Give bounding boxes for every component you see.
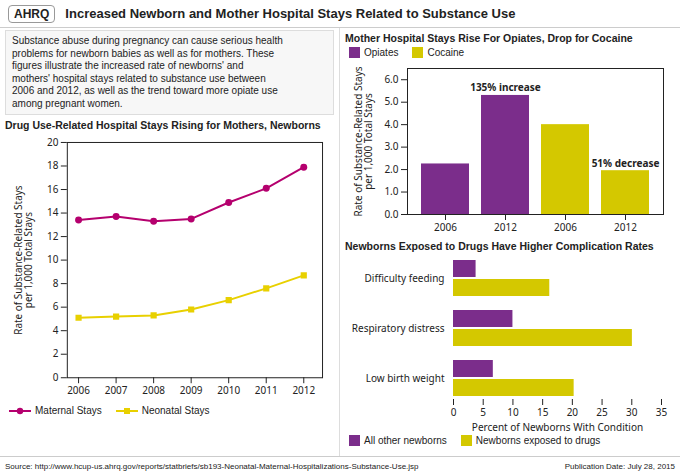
- svg-text:3.0: 3.0: [384, 139, 398, 153]
- svg-text:51% decrease: 51% decrease: [592, 156, 660, 170]
- svg-text:0: 0: [53, 370, 59, 384]
- html-text:Increased Newborn and Mother H: Increased Newborn and Mother Hospital St…: [65, 6, 516, 21]
- html-text:Newborns exposed to drugs: Newborns exposed to drugs: [475, 435, 601, 446]
- html-text:Newborns Exposed to Drugs Have: Newborns Exposed to Drugs Have Higher Co…: [345, 240, 654, 252]
- svg-text:2010: 2010: [217, 383, 240, 397]
- svg-text:4: 4: [53, 323, 59, 337]
- svg-text:0: 0: [451, 405, 457, 419]
- svg-text:5: 5: [480, 405, 486, 419]
- svg-text:135% increase: 135% increase: [470, 80, 541, 94]
- svg-text:20: 20: [567, 405, 579, 419]
- svg-text:2012: 2012: [494, 220, 517, 234]
- svg-text:Rate of Substance-Related Stay: Rate of Substance-Related Staysper 1,000…: [351, 66, 375, 216]
- svg-text:2007: 2007: [105, 383, 128, 397]
- svg-text:2006: 2006: [554, 220, 577, 234]
- html-text:Cocaine: Cocaine: [427, 47, 465, 58]
- svg-text:10: 10: [507, 405, 519, 419]
- svg-text:18: 18: [47, 158, 59, 172]
- svg-text:10: 10: [47, 252, 59, 266]
- html-text:All other newborns: All other newborns: [364, 435, 447, 446]
- html-text:Maternal Stays: Maternal Stays: [35, 405, 102, 417]
- svg-text:1.0: 1.0: [384, 184, 398, 198]
- svg-text:Respiratory distress: Respiratory distress: [352, 321, 445, 335]
- svg-text:14: 14: [47, 205, 59, 219]
- svg-text:Low birth weight: Low birth weight: [366, 371, 445, 385]
- html-text:AHRQ: AHRQ: [14, 6, 50, 21]
- svg-text:6.0: 6.0: [384, 72, 398, 86]
- svg-text:Difficulty feeding: Difficulty feeding: [365, 271, 445, 285]
- svg-text:2012: 2012: [292, 383, 315, 397]
- svg-text:8: 8: [53, 276, 59, 290]
- svg-text:6: 6: [53, 299, 59, 313]
- svg-text:16: 16: [47, 182, 59, 196]
- svg-text:0.0: 0.0: [384, 207, 398, 221]
- svg-text:2009: 2009: [180, 383, 203, 397]
- html-text:Publication Date: July 28, 201: Publication Date: July 28, 2015: [564, 462, 675, 471]
- svg-text:2.0: 2.0: [384, 162, 398, 176]
- svg-text:2: 2: [53, 346, 59, 360]
- svg-text:2008: 2008: [142, 383, 165, 397]
- html-text:Mother Hospital Stays Rise For: Mother Hospital Stays Rise For Opiates, …: [345, 32, 633, 44]
- svg-text:12: 12: [47, 229, 59, 243]
- svg-text:Percent of Newborns With Condi: Percent of Newborns With Condition: [472, 420, 643, 434]
- svg-text:Rate of Substance-Related Stay: Rate of Substance-Related Staysper 1,000…: [11, 185, 35, 335]
- html-text:Drug Use-Related Hospital Stay: Drug Use-Related Hospital Stays Rising f…: [5, 119, 321, 131]
- svg-text:4.0: 4.0: [384, 117, 398, 131]
- svg-text:30: 30: [626, 405, 638, 419]
- svg-text:2006: 2006: [434, 220, 457, 234]
- html-text:Source: http://www.hcup-us.ahr: Source: http://www.hcup-us.ahrq.gov/repo…: [5, 462, 419, 471]
- svg-text:15: 15: [537, 405, 549, 419]
- svg-text:35: 35: [656, 405, 668, 419]
- svg-text:2012: 2012: [614, 220, 637, 234]
- svg-text:2006: 2006: [67, 383, 90, 397]
- html-text:Neonatal Stays: Neonatal Stays: [141, 405, 210, 417]
- html-text:Substance abuse during pregnan: Substance abuse during pregnancy can cau…: [12, 35, 283, 109]
- svg-text:5.0: 5.0: [384, 94, 398, 108]
- html-text:Opiates: Opiates: [364, 47, 399, 58]
- svg-text:25: 25: [596, 405, 608, 419]
- svg-text:20: 20: [47, 135, 59, 149]
- svg-text:2011: 2011: [255, 383, 278, 397]
